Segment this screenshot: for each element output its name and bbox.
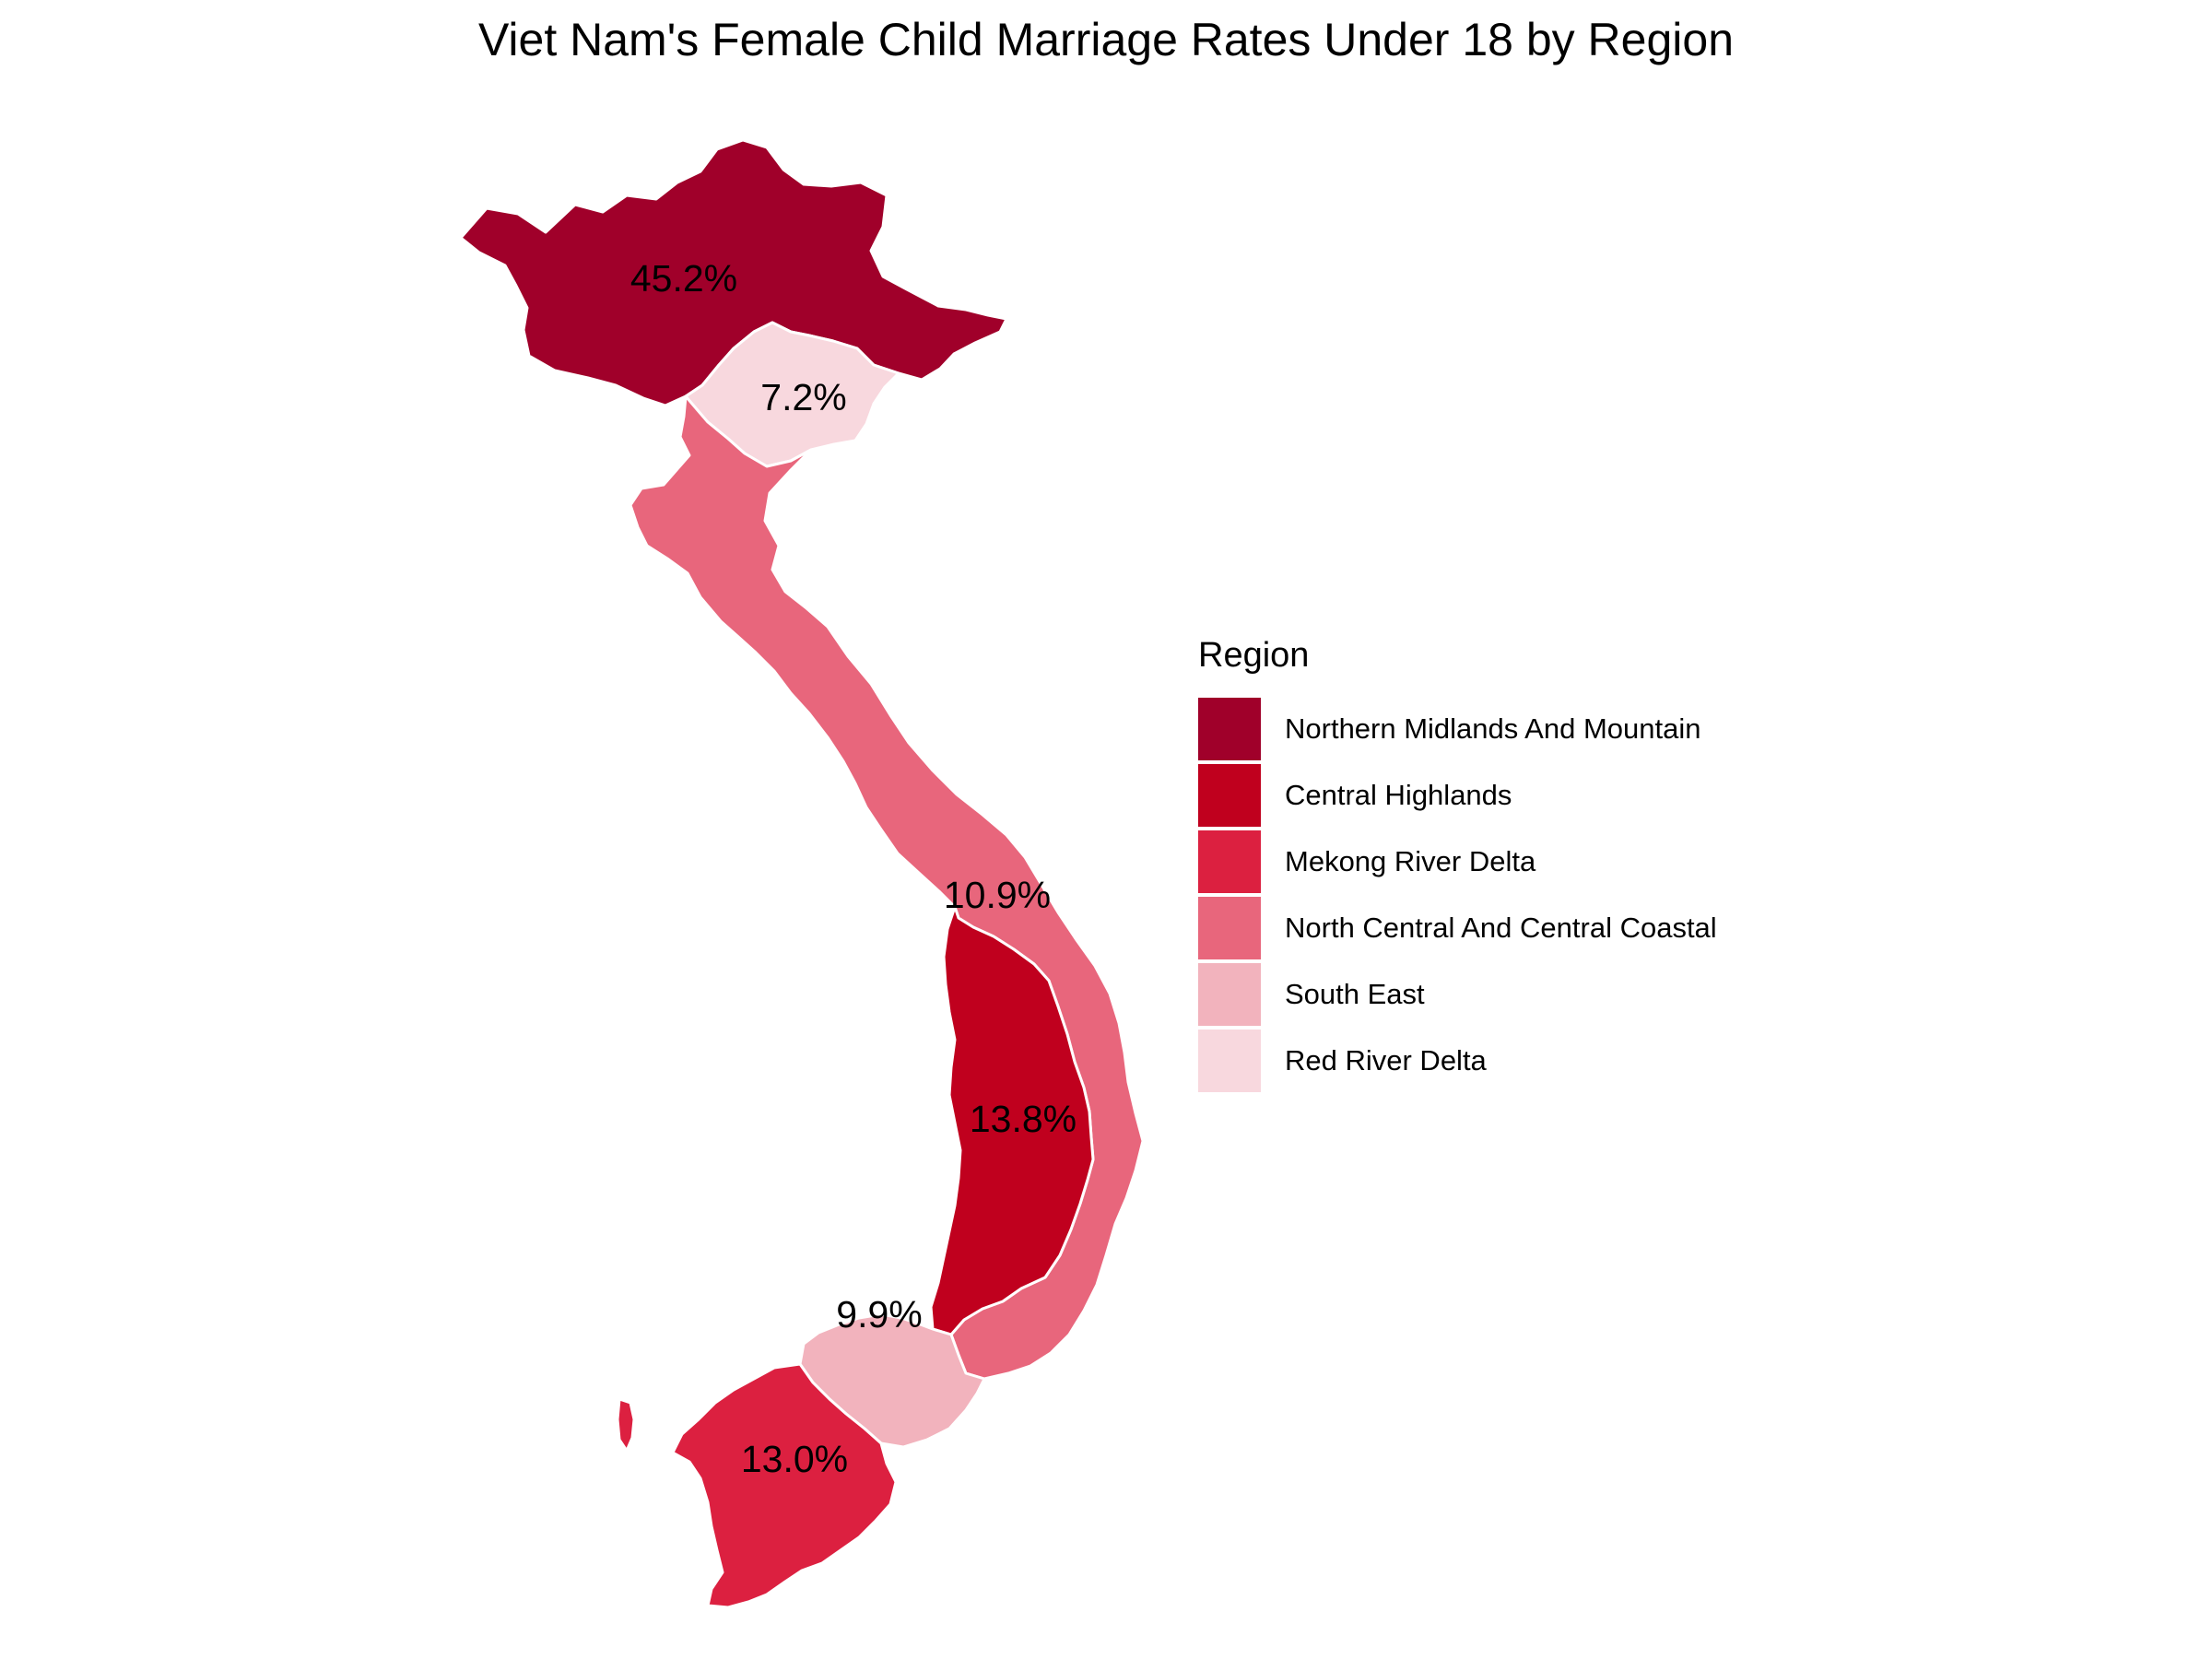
legend-item: Mekong River Delta — [1198, 829, 1717, 895]
legend-item: North Central And Central Coastal — [1198, 895, 1717, 961]
legend-swatch — [1198, 1030, 1261, 1092]
legend-label: North Central And Central Coastal — [1285, 912, 1717, 944]
legend-swatch — [1198, 698, 1261, 760]
legend-title: Region — [1198, 636, 1310, 675]
legend-label: Central Highlands — [1285, 779, 1512, 811]
legend-swatch — [1198, 897, 1261, 959]
legend: Region Northern Midlands And Mountain Ce… — [1198, 636, 1717, 1094]
map-title: Viet Nam's Female Child Marriage Rates U… — [477, 14, 1734, 65]
legend-swatch — [1198, 830, 1261, 893]
region-label-red-river-delta: 7.2% — [760, 376, 846, 418]
region-label-north-central-and-central-coastal: 10.9% — [944, 874, 1051, 916]
region-label-northern-midlands-and-mountain: 45.2% — [630, 257, 737, 300]
region-central-highlands — [929, 905, 1095, 1336]
legend-item: South East — [1198, 961, 1717, 1028]
legend-item: Red River Delta — [1198, 1028, 1717, 1094]
legend-label: South East — [1285, 978, 1425, 1010]
legend-swatch — [1198, 764, 1261, 827]
legend-item: Central Highlands — [1198, 762, 1717, 829]
region-northern-midlands-and-mountain — [459, 138, 1008, 407]
legend-label: Red River Delta — [1285, 1044, 1487, 1077]
legend-label: Northern Midlands And Mountain — [1285, 712, 1701, 745]
legend-label: Mekong River Delta — [1285, 845, 1536, 877]
region-mekong-river-delta-island — [616, 1397, 636, 1453]
region-label-mekong-river-delta: 13.0% — [741, 1438, 848, 1480]
region-label-central-highlands: 13.8% — [970, 1098, 1077, 1140]
region-mekong-river-delta — [671, 1362, 898, 1609]
region-label-south-east: 9.9% — [836, 1293, 922, 1335]
legend-item: Northern Midlands And Mountain — [1198, 696, 1717, 762]
legend-swatch — [1198, 963, 1261, 1026]
